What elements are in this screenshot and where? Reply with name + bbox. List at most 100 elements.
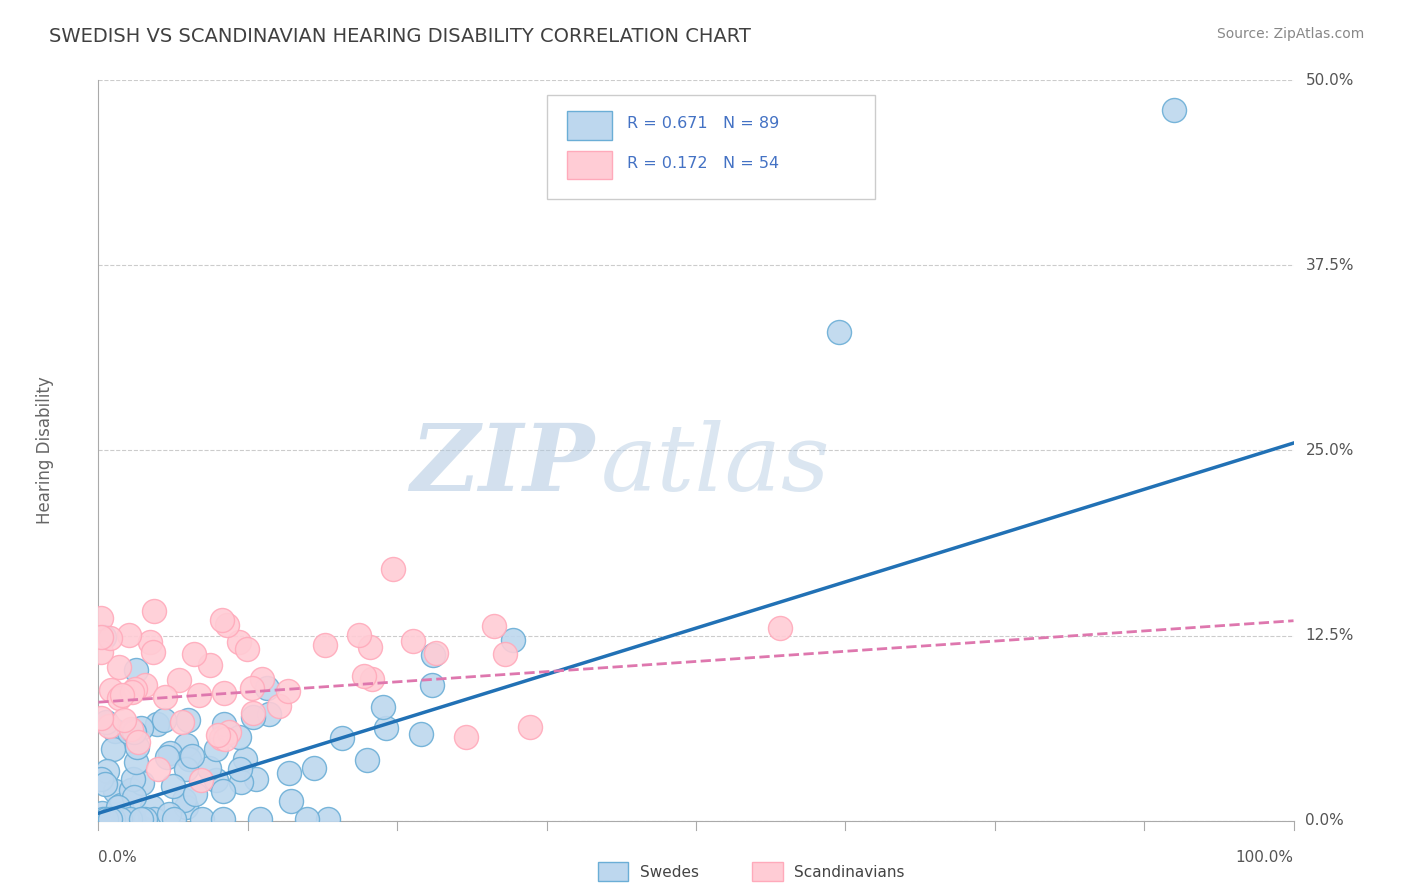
Point (256, 681, 278, 695)
Point (402, 634, 425, 648)
Point (229, 762, 252, 776)
Point (118, 627, 141, 641)
Point (97, 812, 120, 826)
Point (184, 787, 207, 801)
Point (212, 784, 235, 798)
Point (277, 765, 299, 780)
Point (280, 794, 302, 808)
Point (142, 645, 165, 659)
Point (163, 812, 186, 826)
Point (108, 660, 131, 674)
Point (93, 777, 115, 791)
Point (120, 812, 142, 826)
Text: SWEDISH VS SCANDINAVIAN HEARING DISABILITY CORRELATION CHART: SWEDISH VS SCANDINAVIAN HEARING DISABILI… (49, 27, 751, 45)
Point (124, 681, 146, 696)
Point (257, 706, 280, 721)
Point (134, 677, 156, 691)
Point (94, 812, 117, 826)
Point (157, 806, 180, 821)
Point (191, 812, 214, 826)
Point (494, 647, 516, 661)
Point (169, 673, 191, 687)
Point (118, 725, 141, 739)
Text: 0.0%: 0.0% (1306, 814, 1344, 828)
Point (347, 628, 370, 642)
Point (205, 772, 228, 787)
Point (212, 685, 235, 699)
Point (330, 731, 353, 745)
Point (484, 618, 506, 632)
Point (228, 731, 250, 745)
Point (381, 562, 404, 576)
Point (170, 714, 193, 729)
Text: 37.5%: 37.5% (1306, 258, 1354, 273)
Point (371, 700, 394, 714)
Point (122, 789, 145, 804)
Text: Source: ZipAtlas.com: Source: ZipAtlas.com (1216, 27, 1364, 41)
Point (375, 721, 398, 735)
Point (105, 812, 128, 826)
Point (115, 812, 138, 826)
Point (190, 772, 212, 787)
Point (353, 669, 375, 683)
Point (104, 783, 127, 797)
Point (101, 812, 124, 826)
Point (769, 621, 792, 635)
Point (409, 727, 432, 741)
Point (316, 812, 339, 826)
Point (112, 713, 135, 727)
Point (197, 761, 219, 775)
Point (183, 648, 205, 662)
Point (177, 752, 200, 766)
Point (146, 762, 169, 776)
Point (214, 732, 236, 747)
Point (125, 663, 148, 677)
Point (180, 748, 202, 763)
Point (120, 722, 142, 736)
Point (120, 782, 142, 797)
Point (90, 645, 112, 659)
Point (90, 806, 112, 821)
Point (425, 646, 447, 660)
Text: R = 0.671   N = 89: R = 0.671 N = 89 (627, 116, 779, 131)
Point (314, 639, 336, 653)
Point (156, 750, 179, 764)
Point (93, 630, 115, 644)
Text: 50.0%: 50.0% (1306, 73, 1354, 87)
Point (125, 740, 148, 755)
Point (174, 799, 197, 814)
Point (236, 642, 259, 657)
Point (229, 775, 252, 789)
FancyBboxPatch shape (567, 151, 613, 178)
Point (162, 779, 184, 793)
Text: atlas: atlas (600, 420, 830, 510)
Point (173, 793, 195, 807)
Point (108, 812, 131, 826)
Point (302, 761, 325, 775)
Point (159, 746, 181, 760)
Point (456, 731, 478, 745)
Point (145, 717, 167, 731)
Text: R = 0.172   N = 54: R = 0.172 N = 54 (627, 156, 779, 171)
Point (828, 325, 851, 339)
Point (177, 713, 200, 727)
Point (277, 684, 299, 698)
Point (249, 812, 271, 826)
Point (108, 812, 131, 826)
Point (122, 724, 145, 739)
Point (242, 710, 264, 724)
Text: 25.0%: 25.0% (1306, 443, 1354, 458)
Point (360, 672, 382, 686)
Point (129, 721, 152, 735)
Point (142, 812, 165, 826)
Point (214, 716, 236, 731)
Point (269, 699, 291, 714)
Text: Swedes: Swedes (640, 865, 699, 880)
Point (121, 684, 143, 698)
Point (100, 683, 122, 698)
Point (90, 812, 112, 826)
Point (90, 772, 112, 786)
Text: 100.0%: 100.0% (1236, 850, 1294, 865)
Point (240, 681, 263, 695)
Text: Hearing Disability: Hearing Disability (35, 376, 53, 524)
